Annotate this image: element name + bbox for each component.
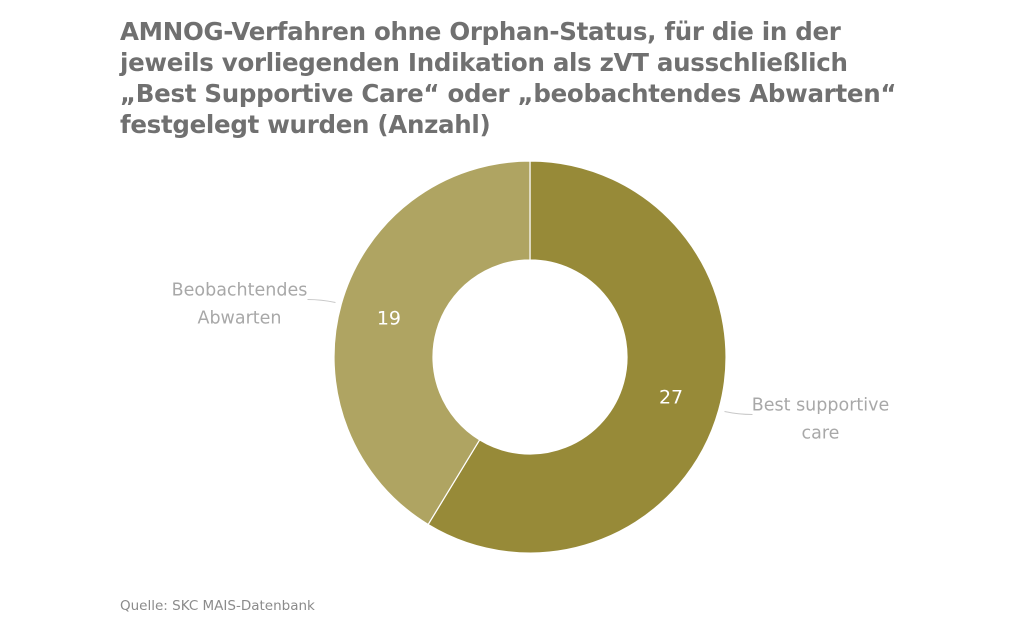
- value-labels: 27 19: [377, 307, 683, 408]
- leader-lines: [307, 299, 753, 415]
- value-label-beobachtendes-abwarten: 19: [377, 307, 401, 329]
- donut-slices: [333, 160, 727, 554]
- source-note: Quelle: SKC MAIS-Datenbank: [120, 598, 315, 614]
- slice-beobachtendes-abwarten: [333, 160, 531, 526]
- category-labels: Best supportive care Beobachtendes Abwarten: [172, 281, 890, 444]
- leader-line-beobachtendes-abwarten: [307, 299, 336, 303]
- category-label-best-supportive-care: Best supportive care: [752, 395, 890, 443]
- chart-title: AMNOG-Verfahren ohne Orphan-Status, für …: [120, 17, 897, 139]
- slice-best-supportive-care: [427, 160, 727, 554]
- category-label-beobachtendes-abwarten: Beobachtendes Abwarten: [172, 281, 308, 329]
- value-label-best-supportive-care: 27: [659, 387, 683, 409]
- leader-line-best-supportive-care: [724, 411, 753, 415]
